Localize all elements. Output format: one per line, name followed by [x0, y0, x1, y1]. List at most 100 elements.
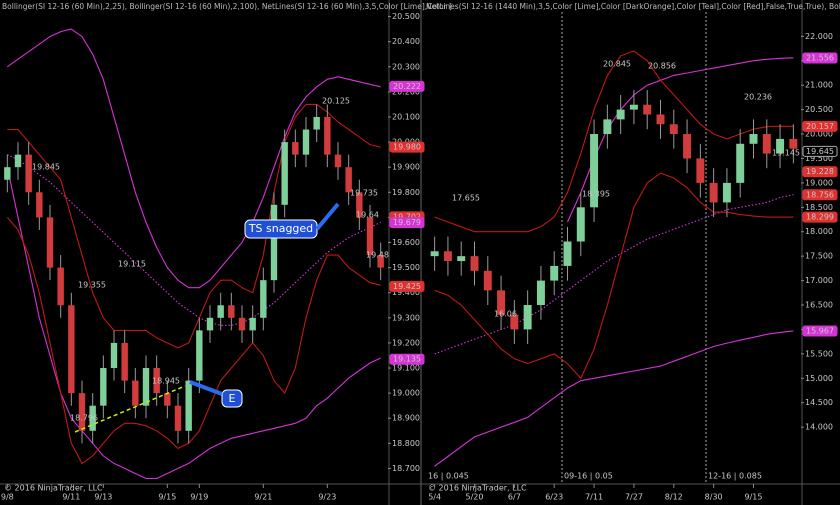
candle-body	[281, 142, 288, 205]
panel-left: Bollinger(SI 12-16 (60 Min),2,25), Bolli…	[1, 2, 452, 502]
contract-label: 12-16 | 0.085	[708, 472, 762, 481]
band-line	[6, 217, 381, 465]
y-tick-label: 18.900	[392, 414, 420, 423]
band-line	[6, 28, 381, 289]
candle-body	[470, 256, 479, 271]
candle-body	[270, 204, 278, 281]
y-tick-label: 18.500	[805, 203, 833, 212]
candle-body	[110, 342, 118, 369]
x-tick-label: 9/15	[158, 493, 176, 502]
panel-right: NetLines(SI 12-16 (1440 Min),3,5,Color […	[426, 2, 840, 502]
price-badge	[802, 120, 838, 132]
price-badge-label: 19.980	[393, 143, 421, 152]
candle-body	[550, 265, 559, 281]
price-label: 16.06	[494, 310, 517, 319]
candle-body	[523, 305, 532, 330]
y-tick-label: 19.500	[805, 154, 833, 163]
candle-body	[683, 134, 692, 159]
price-badge	[802, 52, 838, 64]
copyright: © 2016 NinjaTrader, LLC	[428, 484, 527, 493]
price-label: 19.735	[350, 189, 378, 198]
candle-body	[25, 154, 32, 193]
candle-body	[4, 167, 11, 180]
x-tick-label: 9/13	[94, 493, 112, 502]
band-line	[7, 103, 381, 349]
candle-body	[36, 192, 43, 218]
candle-body	[616, 109, 625, 120]
price-label: 19.355	[78, 281, 106, 290]
price-badge-label: 18.756	[806, 190, 834, 199]
y-tick-label: 17.000	[805, 276, 833, 285]
price-label: 20.236	[744, 93, 772, 102]
candle-body	[345, 167, 352, 193]
candle-body	[366, 217, 374, 256]
contract-label: 09-16 | 0.05	[564, 472, 613, 481]
candle-body	[164, 393, 171, 406]
x-tick-label: 9/15	[745, 493, 763, 502]
x-tick-label: 6/23	[545, 493, 563, 502]
y-tick-label: 20.400	[392, 37, 420, 46]
candle-body	[46, 217, 54, 268]
y-tick-label: 19.500	[392, 263, 420, 272]
price-badge	[802, 189, 838, 201]
price-label: 20.856	[648, 62, 676, 71]
band-line	[6, 167, 381, 480]
y-tick-label: 22.000	[805, 32, 833, 41]
candle-body	[206, 317, 214, 331]
y-tick-label: 19.800	[392, 188, 420, 197]
x-tick-label: 9/19	[190, 493, 208, 502]
price-badge-label: 19.702	[393, 212, 421, 221]
band-line	[434, 194, 794, 355]
candle-body	[443, 251, 452, 262]
candle-body	[776, 138, 785, 154]
y-tick-label: 20.300	[392, 62, 420, 71]
candle-body	[656, 114, 665, 125]
y-tick-label: 19.100	[392, 364, 420, 373]
callout-arrow	[189, 380, 223, 396]
y-tick-label: 20.200	[392, 87, 420, 96]
candle-body	[536, 280, 545, 306]
y-tick-label: 19.000	[392, 389, 420, 398]
x-tick-label: 7/27	[625, 493, 643, 502]
price-label: 19.115	[118, 260, 146, 269]
price-badge-label: 19.679	[393, 218, 421, 227]
price-badge	[802, 166, 838, 178]
candle-body	[217, 305, 224, 318]
price-label: 19.845	[32, 163, 60, 172]
contract-label: 16 | 0.045	[428, 472, 469, 481]
price-badge-label: 19.228	[806, 167, 834, 176]
y-tick-label: 20.000	[805, 130, 833, 139]
candle-body	[603, 119, 612, 135]
y-tick-label: 19.200	[392, 338, 420, 347]
candle-body	[643, 104, 652, 115]
price-badge	[389, 80, 425, 92]
candle-body	[57, 267, 64, 306]
band-line	[7, 154, 381, 326]
band-line	[434, 50, 794, 233]
candle-body	[174, 405, 182, 431]
price-badge	[389, 353, 425, 365]
candle-body	[249, 317, 256, 331]
x-tick-label: 6/7	[508, 493, 521, 502]
price-badge-label: 20.157	[806, 122, 834, 131]
x-tick-label: 9/11	[62, 493, 80, 502]
x-tick-label: 7/11	[585, 493, 603, 502]
y-tick-label: 20.500	[392, 12, 420, 21]
candle-body	[14, 154, 22, 168]
price-label: 19.48	[366, 251, 389, 260]
candle-body	[142, 368, 150, 406]
price-badge-label: 15.967	[806, 327, 834, 336]
price-label: 18.796	[70, 414, 98, 423]
price-badge	[802, 325, 838, 337]
price-badge	[389, 217, 425, 229]
y-tick-label: 18.000	[805, 227, 833, 236]
x-tick-label: 5/20	[466, 493, 484, 502]
candle-body	[89, 405, 96, 431]
y-tick-label: 17.500	[805, 252, 833, 261]
price-label: 20.125	[322, 97, 350, 106]
candle-body	[260, 280, 267, 318]
price-label: 19.64	[356, 211, 379, 220]
price-badge	[802, 145, 838, 157]
